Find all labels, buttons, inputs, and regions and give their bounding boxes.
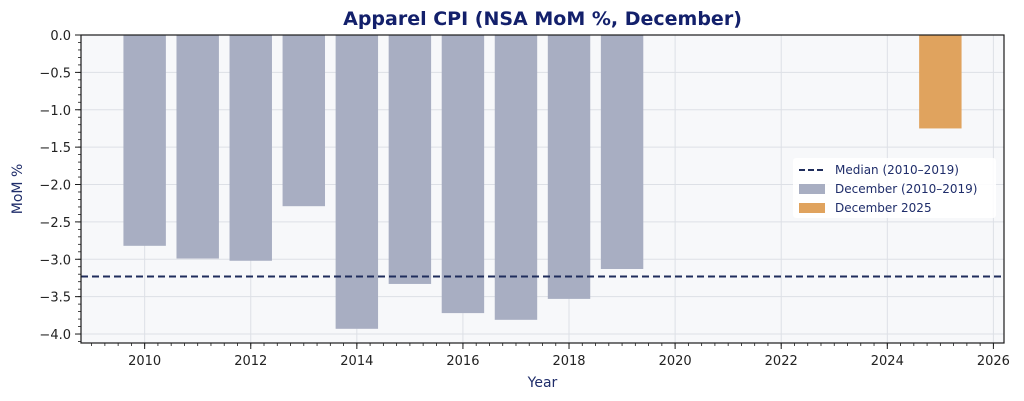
bars	[123, 35, 962, 329]
bar-2011	[176, 35, 219, 259]
bar-2017	[494, 35, 538, 320]
x-tick-label: 2018	[552, 354, 585, 369]
bar-2025	[919, 35, 962, 129]
chart-title: Apparel CPI (NSA MoM %, December)	[343, 8, 742, 30]
y-tick-label: −0.5	[39, 66, 71, 81]
y-tick-label: −4.0	[39, 328, 71, 343]
y-tick-label: −2.5	[39, 216, 71, 231]
legend-swatch-bar	[799, 184, 825, 194]
x-tick-label: 2022	[765, 354, 798, 369]
legend-label: December (2010–2019)	[835, 182, 977, 196]
legend-label: December 2025	[835, 201, 932, 215]
x-tick-label: 2024	[871, 354, 904, 369]
legend-swatch-bar	[799, 203, 825, 213]
y-axis-label: MoM %	[10, 164, 26, 214]
bar-2016	[441, 35, 485, 314]
x-tick-label: 2016	[446, 354, 479, 369]
axis-ticks: 0.0 −0.5 −1.0 −1.5 −2.0 −2.5 −3.0 −3.5 −4.0 2010 2…	[39, 29, 1010, 369]
x-tick-label: 2014	[340, 354, 373, 369]
bar-2019	[600, 35, 644, 269]
bar-2015	[388, 35, 432, 284]
x-tick-label: 2026	[977, 354, 1010, 369]
x-tick-label: 2012	[234, 354, 267, 369]
x-tick-label: 2010	[128, 354, 161, 369]
bar-2010	[123, 35, 166, 246]
legend-label: Median (2010–2019)	[835, 163, 959, 177]
bar-2018	[547, 35, 591, 299]
legend: Median (2010–2019) December (2010–2019) De…	[793, 158, 996, 218]
x-axis-label: Year	[527, 375, 558, 391]
legend-box	[793, 158, 996, 218]
y-tick-label: −3.0	[39, 253, 71, 268]
bar-2014	[335, 35, 379, 329]
y-tick-label: −1.5	[39, 141, 71, 156]
x-tick-label: 2020	[659, 354, 692, 369]
bar-2012	[229, 35, 272, 261]
y-tick-label: 0.0	[50, 29, 71, 44]
y-tick-label: −1.0	[39, 104, 71, 119]
y-tick-label: −3.5	[39, 291, 71, 306]
bar-2013	[282, 35, 326, 207]
y-tick-label: −2.0	[39, 179, 71, 194]
